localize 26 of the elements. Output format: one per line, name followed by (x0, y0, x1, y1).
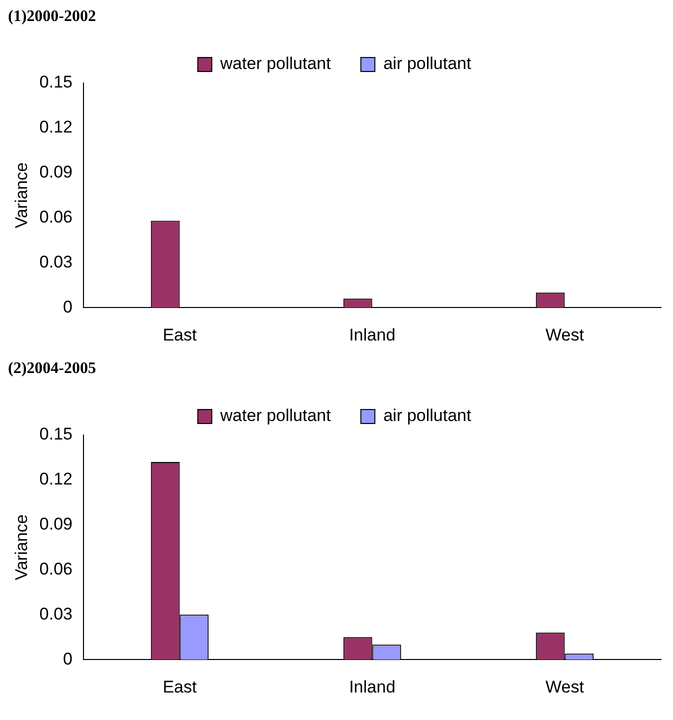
x-tick-label: Inland (349, 325, 396, 344)
y-tick-label: 0.06 (39, 559, 72, 578)
x-tick-label: East (162, 325, 198, 344)
y-tick-label: 0.03 (39, 604, 72, 624)
y-tick-label: 0.12 (39, 470, 72, 489)
chart-title: (2)2004-2005 (8, 360, 97, 378)
y-axis-title: Variance (12, 162, 31, 228)
legend-label: water pollutant (219, 406, 332, 426)
y-axis-title: Variance (12, 514, 31, 580)
y-tick-label: 0.15 (39, 72, 72, 92)
legend-label: water pollutant (219, 54, 332, 74)
y-tick-label: 0.09 (39, 162, 72, 182)
x-tick-label: West (546, 677, 584, 696)
y-tick-label: 0.12 (39, 118, 72, 137)
legend-label: air pollutant (383, 54, 472, 74)
y-tick-label: 0.15 (39, 424, 72, 444)
y-tick-label: 0.06 (39, 207, 72, 226)
y-tick-label: 0 (63, 297, 72, 316)
legend-label: air pollutant (383, 406, 472, 426)
y-tick-label: 0.03 (39, 252, 72, 272)
x-tick-label: Inland (349, 677, 396, 696)
y-tick-label: 0 (63, 649, 72, 668)
y-tick-label: 0.09 (39, 514, 72, 534)
x-tick-label: East (162, 677, 198, 696)
chart-title: (1)2000-2002 (8, 8, 97, 26)
x-tick-label: West (546, 325, 584, 344)
